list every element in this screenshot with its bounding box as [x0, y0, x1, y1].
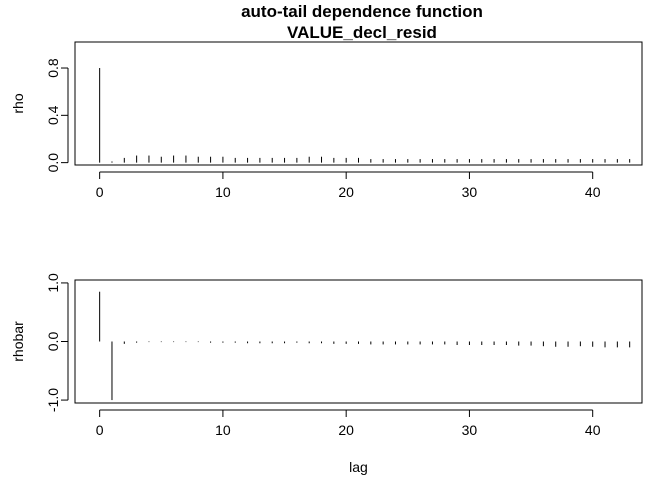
x-tick-label: 0: [96, 422, 104, 438]
rhobar-panel: 0 10 20 30 40 -1.0 0.0 1.0 rhobar lag: [10, 273, 643, 475]
plot-frame: [74, 41, 643, 166]
x-tick-label: 10: [215, 422, 231, 438]
x-axis-label: lag: [349, 459, 368, 475]
chart-title: auto-tail dependence function: [241, 2, 483, 21]
y-tick-label: 1.0: [45, 273, 61, 293]
x-tick-label: 40: [585, 184, 601, 200]
x-tick-label: 0: [96, 184, 104, 200]
x-tick-label: 30: [462, 184, 478, 200]
y-tick-label: 0.0: [45, 153, 61, 173]
y-tick-label: 0.0: [45, 332, 61, 352]
y-tick-label: 0.8: [45, 58, 61, 78]
y-axis-label: rho: [10, 93, 26, 113]
rho-panel: 0 10 20 30 40 0.0 0.4 0.8 rho: [10, 41, 643, 200]
x-tick-label: 10: [215, 184, 231, 200]
plot-frame: [74, 279, 643, 404]
y-tick-label: -1.0: [45, 388, 61, 412]
x-tick-label: 20: [338, 184, 354, 200]
x-tick-label: 30: [462, 422, 478, 438]
y-tick-label: 0.4: [45, 105, 61, 125]
x-tick-label: 40: [585, 422, 601, 438]
y-axis-label: rhobar: [10, 321, 26, 362]
x-tick-label: 20: [338, 422, 354, 438]
chart-subtitle: VALUE_decl_resid: [287, 23, 437, 42]
